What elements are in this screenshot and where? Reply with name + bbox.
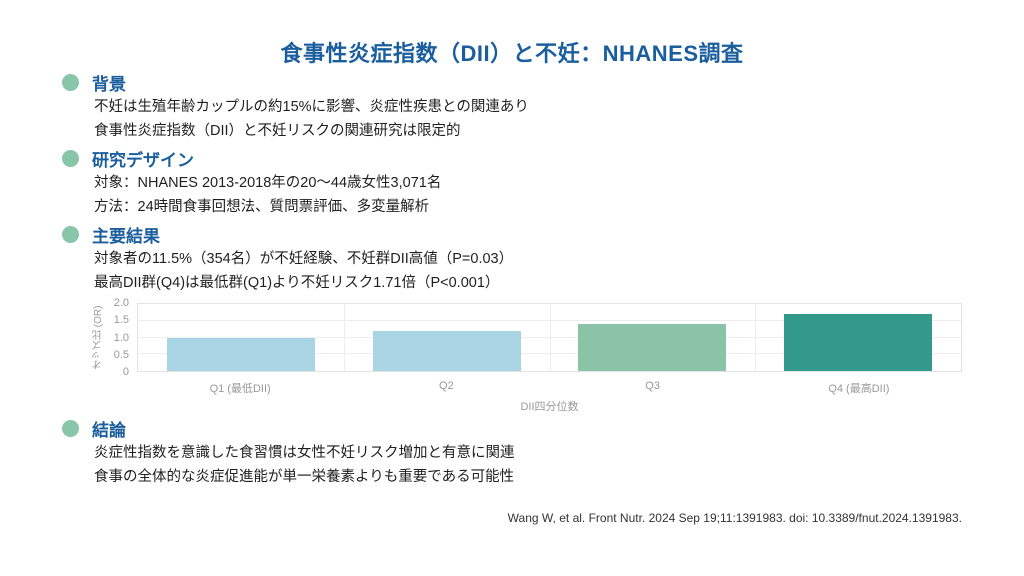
- section-study-design-body: 対象：NHANES 2013-2018年の20〜44歳女性3,071名 方法：2…: [94, 172, 441, 219]
- body-line: 最高DII群(Q4)は最低群(Q1)より不妊リスク1.71倍（P<0.001）: [94, 274, 500, 291]
- y-tick-label: 0.5: [113, 348, 129, 361]
- body-line: 対象：NHANES 2013-2018年の20〜44歳女性3,071名: [94, 175, 442, 191]
- y-tick-label: 1.5: [113, 314, 129, 327]
- section-heading: 主要結果: [92, 227, 160, 246]
- bar-q4: [784, 313, 933, 371]
- section-heading: 背景: [92, 75, 126, 94]
- citation-text: Wang W, et al. Front Nutr. 2024 Sep 19;1…: [507, 511, 962, 525]
- page-title: 食事性炎症指数（DII）と不妊：NHANES調査: [280, 41, 744, 66]
- section-conclusion-body: 炎症性指数を意識した食習慣は女性不妊リスク増加と有意に関連 食事の全体的な炎症促…: [94, 442, 515, 489]
- section-main-results-body: 対象者の11.5%（354名）が不妊経験、不妊群DII高値（P=0.03） 最高…: [94, 248, 513, 295]
- section-study-design-header: 研究デザイン: [62, 148, 441, 170]
- body-line: 炎症性指数を意識した食習慣は女性不妊リスク増加と有意に関連: [94, 445, 515, 461]
- y-tick-label: 2.0: [113, 297, 129, 309]
- x-axis-title: DII四分位数: [520, 401, 579, 413]
- section-background: 背景 不妊は生殖年齢カップルの約15%に影響、炎症性疾患との関連あり 食事性炎症…: [62, 72, 529, 143]
- y-tick-label: 1.0: [113, 331, 129, 344]
- x-axis-ticks: Q1 (最低DII) Q2 Q3 Q4 (最高DII): [137, 380, 962, 396]
- odds-ratio-bar-chart: オッズ比 (OR) 0 0.5 1.0 1.5 2.0 Q1 (最低DII) Q2 Q3 Q4…: [85, 296, 975, 416]
- bullet-circle-icon: [62, 420, 79, 437]
- section-conclusion: 結論 炎症性指数を意識した食習慣は女性不妊リスク増加と有意に関連 食事の全体的な…: [62, 418, 515, 489]
- bullet-circle-icon: [62, 74, 79, 91]
- section-main-results-header: 主要結果: [62, 224, 513, 246]
- body-line: 不妊は生殖年齢カップルの約15%に影響、炎症性疾患との関連あり: [94, 99, 529, 115]
- x-tick-label: Q1 (最低DII): [209, 383, 271, 395]
- y-tick-label: 0: [122, 366, 129, 378]
- y-axis-ticks: 0 0.5 1.0 1.5 2.0: [85, 297, 129, 378]
- plot-area: [137, 303, 962, 372]
- body-line: 食事の全体的な炎症促進能が単一栄養素よりも重要である可能性: [94, 468, 515, 485]
- section-background-header: 背景: [62, 72, 529, 94]
- bar-q3: [578, 324, 727, 371]
- body-line: 対象者の11.5%（354名）が不妊経験、不妊群DII高値（P=0.03）: [94, 251, 514, 267]
- bullet-circle-icon: [62, 150, 79, 167]
- body-line: 方法：24時間食事回想法、質問票評価、多変量解析: [94, 198, 430, 215]
- x-tick-label: Q4 (最高DII): [828, 383, 890, 395]
- section-background-body: 不妊は生殖年齢カップルの約15%に影響、炎症性疾患との関連あり 食事性炎症指数（…: [94, 96, 529, 143]
- gridline-vertical: [549, 304, 551, 371]
- section-heading: 研究デザイン: [92, 151, 194, 170]
- section-conclusion-header: 結論: [62, 418, 515, 440]
- bar-q1: [166, 337, 315, 371]
- x-tick-label: Q3: [645, 380, 660, 392]
- body-line: 食事性炎症指数（DII）と不妊リスクの関連研究は限定的: [94, 122, 461, 139]
- bullet-circle-icon: [62, 226, 79, 243]
- gridline-vertical: [343, 304, 345, 371]
- section-heading: 結論: [92, 421, 126, 440]
- section-study-design: 研究デザイン 対象：NHANES 2013-2018年の20〜44歳女性3,07…: [62, 148, 441, 219]
- bar-q2: [372, 330, 521, 371]
- gridline-vertical: [755, 304, 757, 371]
- section-main-results: 主要結果 対象者の11.5%（354名）が不妊経験、不妊群DII高値（P=0.0…: [62, 224, 513, 295]
- x-tick-label: Q2: [439, 380, 454, 392]
